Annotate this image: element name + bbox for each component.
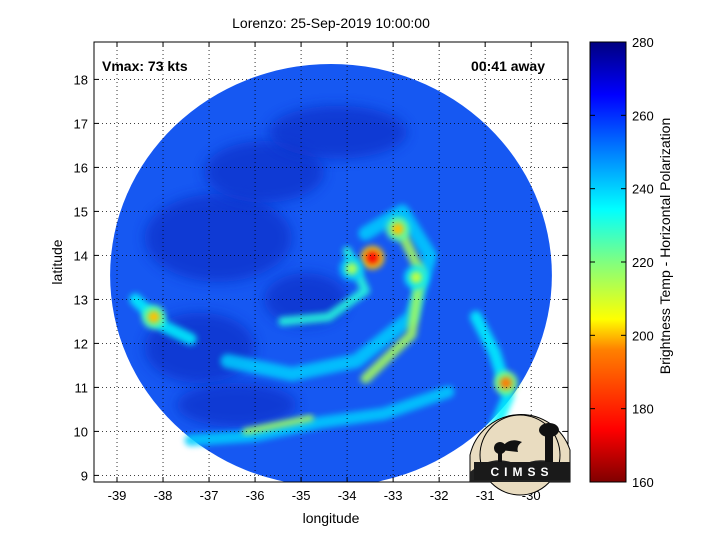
dark-patch-5 [264,273,348,326]
y-tick-label: 17 [74,116,88,131]
rain-band-4 [242,414,314,435]
colorbar-tick-label: 260 [632,108,654,123]
colorbar-label: Brightness Temp - Horizontal Polarizatio… [657,118,673,375]
convective-feature-0 [360,245,385,270]
x-tick-label: -34 [338,488,357,503]
y-tick-label: 16 [74,160,88,175]
dark-patch-1 [204,141,325,203]
grid [94,42,568,482]
x-tick-label: -36 [246,488,265,503]
time-away-annotation: 00:41 away [471,58,545,74]
convective-feature-5 [493,371,518,395]
rain-band-3 [184,385,455,447]
colorbar-tick-label: 180 [632,402,654,417]
convective-feature-1 [385,217,410,241]
cimss-logo: CIMSS [469,414,571,496]
x-tick-label: -38 [154,488,173,503]
vmax-annotation: Vmax: 73 kts [102,58,188,74]
y-tick-label: 15 [74,204,88,219]
colorbar-tick-label: 240 [632,182,654,197]
colorbar-tick-label: 220 [632,255,654,270]
rain-band-5 [129,293,197,345]
colorbar-tick-label: 280 [632,35,654,50]
colorbar [589,41,627,483]
axes-frame [93,41,569,483]
colorbar-tick-label: 160 [632,475,654,490]
dark-patch-4 [176,383,297,427]
y-tick-label: 9 [81,468,88,483]
x-tick-label: -37 [200,488,219,503]
y-axis-label: latitude [49,239,65,284]
convective-feature-4 [141,305,166,329]
cimss-logo-text: CIMSS [490,465,553,479]
x-tick-label: -32 [430,488,449,503]
convective-feature-3 [404,265,429,290]
y-tick-label: 11 [75,380,89,395]
x-tick-label: -33 [384,488,403,503]
dark-patch-0 [144,193,292,282]
y-tick-label: 18 [74,72,88,87]
y-tick-label: 12 [74,336,88,351]
y-tick-label: 14 [74,248,88,263]
x-tick-label: -35 [292,488,311,503]
dark-patch-2 [268,105,407,159]
colorbar-ticks: 160 180 200 220 240 260 280 [590,35,654,490]
colorbar-tick-label: 200 [632,328,654,343]
x-axis-ticks: -39 -38 -37 -36 -35 -34 -33 -32 -31 -30 [108,42,541,503]
chart-title: Lorenzo: 25-Sep-2019 10:00:00 [232,15,430,31]
y-tick-label: 10 [74,424,88,439]
convective-feature-2 [339,256,364,281]
x-axis-label: longitude [303,510,360,526]
x-tick-label: -31 [476,488,495,503]
rain-band-1 [360,219,426,384]
y-tick-label: 13 [74,292,88,307]
swath-layer [110,64,552,482]
x-tick-label: -39 [108,488,127,503]
